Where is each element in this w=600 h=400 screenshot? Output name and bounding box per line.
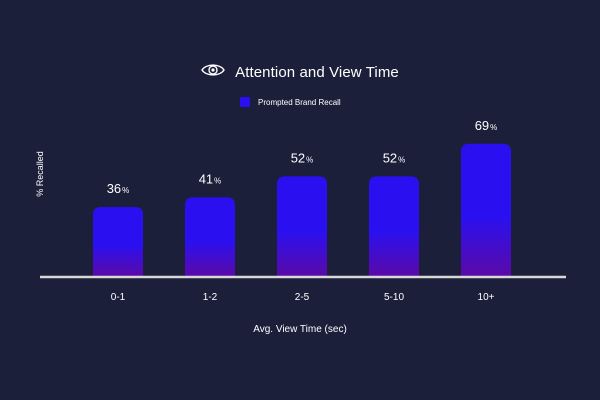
data-label-2-5: 52% [291, 150, 314, 165]
bar-5-10 [369, 176, 419, 276]
data-label-5-10: 52% [383, 150, 406, 165]
legend: Prompted Brand Recall [240, 96, 341, 108]
chart-title: Attention and View Time [235, 63, 399, 81]
eye-icon [201, 62, 225, 83]
bar-1-2 [185, 197, 235, 276]
data-label-1-2: 41% [199, 171, 222, 186]
tick-label-5-10: 5-10 [384, 292, 404, 303]
bar-2-5 [277, 176, 327, 276]
tick-label-1-2: 1-2 [203, 292, 218, 303]
legend-swatch [240, 97, 250, 107]
legend-label: Prompted Brand Recall [258, 97, 341, 107]
x-axis-label: Avg. View Time (sec) [253, 324, 347, 335]
data-label-0-1: 36% [107, 181, 130, 196]
bar-0-1 [93, 207, 143, 276]
tick-label-10+: 10+ [478, 292, 495, 303]
data-label-10+: 69% [475, 118, 498, 133]
chart-title-row: Attention and View Time [0, 60, 600, 84]
tick-label-0-1: 0-1 [111, 292, 126, 303]
bar-10+ [461, 143, 511, 276]
tick-label-2-5: 2-5 [295, 292, 310, 303]
